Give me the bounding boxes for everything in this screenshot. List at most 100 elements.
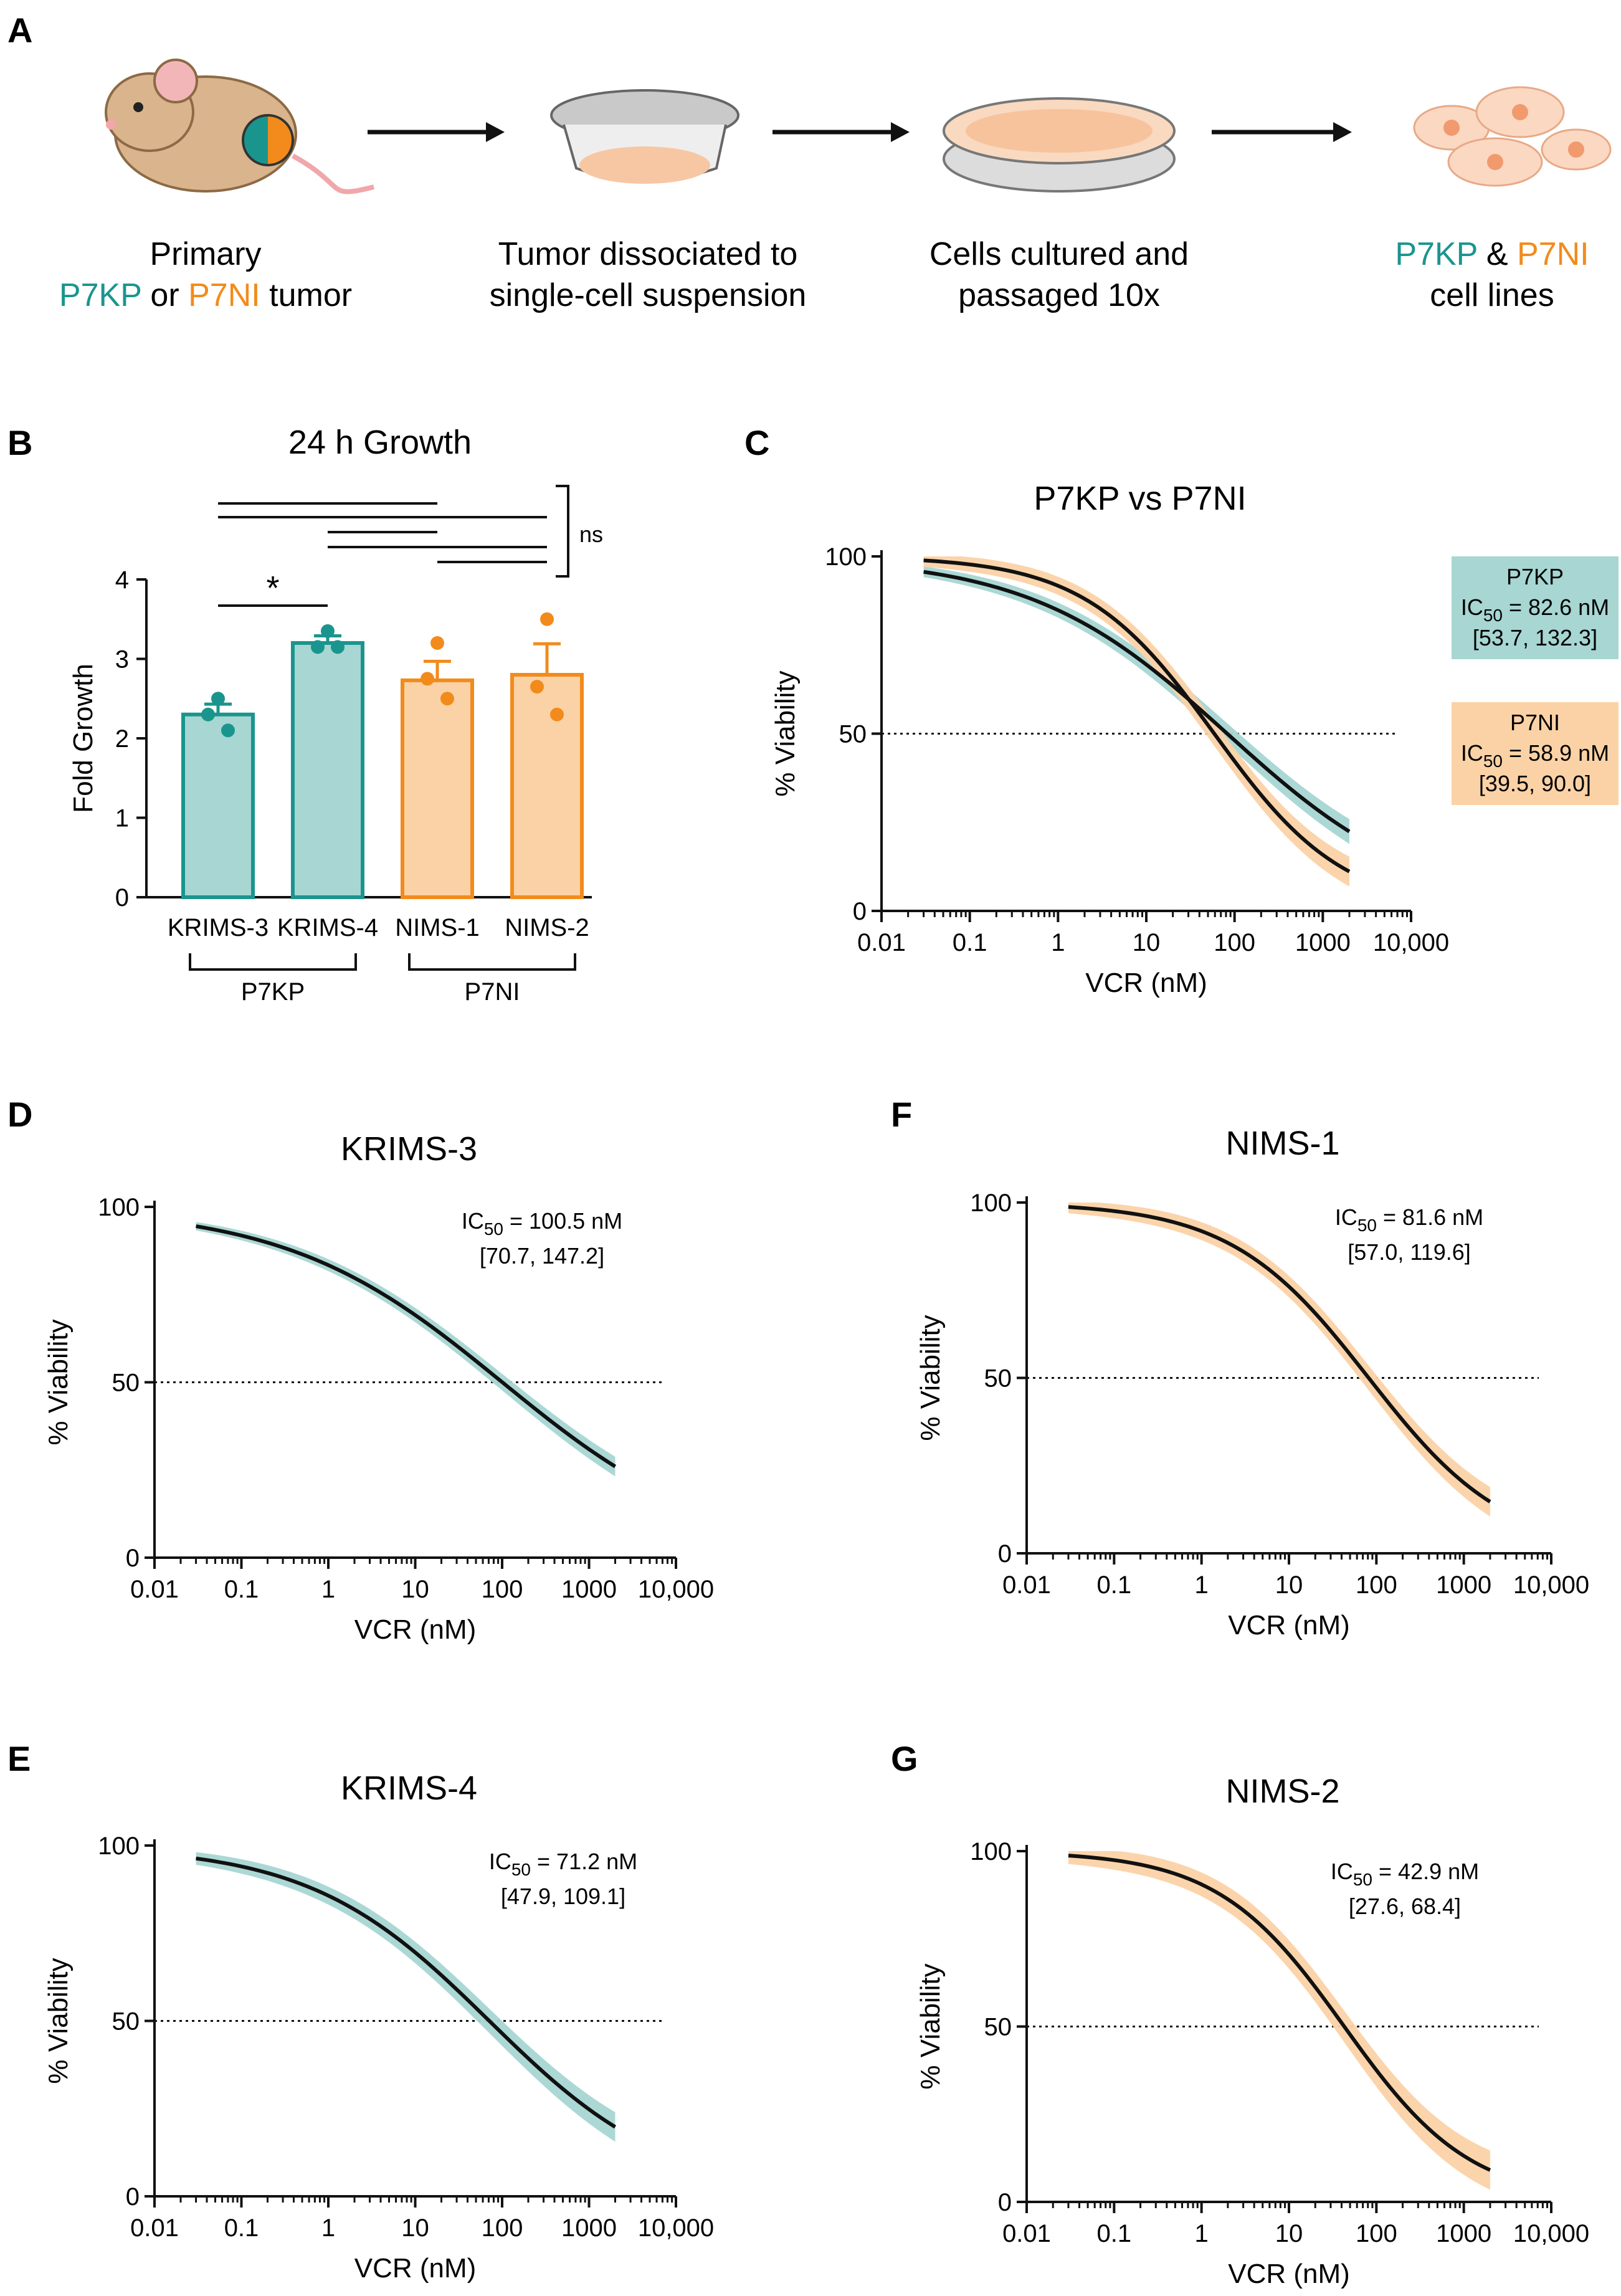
- sig-ns: ns: [579, 522, 603, 547]
- ic-sub: 50: [511, 1860, 531, 1879]
- point-KRIMS-3: [201, 707, 215, 722]
- caption-part: single-cell suspension: [490, 277, 807, 313]
- tumor-teal: [243, 115, 268, 165]
- group-bracket-1: [408, 953, 576, 971]
- dish-cells: [966, 109, 1153, 153]
- y-tick-label: 0: [998, 2189, 1012, 2216]
- panel-letter: G: [891, 1739, 918, 1778]
- panel-letter: C: [744, 423, 769, 462]
- x-tick-label: 0.01: [1002, 2220, 1051, 2247]
- step-caption-2-0: Cells cultured and: [929, 236, 1189, 272]
- fit-curve-KRIMS-4: [196, 1856, 617, 2129]
- cell-nucleus-3: [1568, 141, 1584, 158]
- ci-band-P7NI: [923, 556, 1349, 887]
- y-tick-label: 2: [115, 725, 129, 753]
- ic-label: IC: [1335, 1204, 1357, 1230]
- y-tick-label: 0: [126, 2183, 140, 2211]
- step-caption-1-1: single-cell suspension: [490, 277, 807, 313]
- point-KRIMS-4: [321, 624, 335, 638]
- caption-part: Primary: [150, 236, 261, 272]
- x-tick-label: 0.01: [130, 2214, 179, 2242]
- mouse-with-tumor-icon: [105, 59, 374, 194]
- mouse-eye: [133, 102, 143, 112]
- bar-KRIMS-3: [181, 712, 255, 899]
- y-tick-label: 100: [970, 1838, 1012, 1865]
- panel-b: B 24 h Growth 0 1 2 3 4 Fold Growth KRIMS-3 KRIMS…: [7, 423, 603, 1006]
- x-tick-label: KRIMS-4: [277, 914, 378, 941]
- fit-curve-P7NI: [923, 558, 1351, 874]
- ic-label: IC: [1461, 740, 1483, 766]
- x-axis-label: VCR (nM): [354, 2253, 477, 2284]
- fit-curve-KRIMS-3: [196, 1224, 617, 1469]
- ci-annotation: [70.7, 147.2]: [480, 1243, 604, 1269]
- panel-letter-a: A: [7, 11, 32, 50]
- chart-title: KRIMS-3: [341, 1130, 477, 1168]
- caption-part: or: [141, 277, 188, 313]
- point-KRIMS-3: [211, 692, 225, 706]
- chart-title: P7KP vs P7NI: [1034, 480, 1246, 517]
- arrow-head-0: [486, 122, 505, 142]
- mouse-ear: [153, 59, 198, 103]
- group-bracket-0: [189, 953, 357, 971]
- y-tick-label: 50: [984, 2014, 1012, 2041]
- fit-curve-NIMS-1: [1068, 1205, 1491, 1503]
- caption-part: tumor: [260, 277, 352, 313]
- y-axis-label: % Viability: [43, 1958, 74, 2084]
- x-tick-label: 100: [482, 2214, 523, 2242]
- chart-title: 24 h Growth: [288, 424, 472, 461]
- cell-lines-icon: [1413, 86, 1612, 187]
- x-tick-label: 10: [401, 1576, 429, 1603]
- caption-part: &: [1477, 236, 1517, 272]
- cell-nucleus-2: [1487, 154, 1503, 170]
- group-label: P7NI: [465, 978, 520, 1006]
- x-axis-label: VCR (nM): [354, 1614, 477, 1645]
- x-tick-label: 0.01: [857, 929, 906, 956]
- point-KRIMS-3: [221, 723, 235, 738]
- legend-ci: [53.7, 132.3]: [1473, 625, 1597, 650]
- x-tick-label: 1: [1051, 929, 1065, 956]
- ic-value: = 82.6 nM: [1503, 594, 1609, 620]
- x-tick-label: 1000: [561, 1576, 617, 1603]
- legend-box-P7NI: [1452, 702, 1619, 805]
- arrow-head-2: [1333, 122, 1352, 142]
- ic-sub: 50: [1483, 751, 1503, 771]
- point-NIMS-1: [421, 672, 434, 686]
- ic-value: = 81.6 nM: [1377, 1204, 1483, 1230]
- x-tick-label: 1: [321, 1576, 335, 1603]
- x-tick-label: NIMS-1: [395, 914, 480, 941]
- x-tick-label: 1: [1195, 1571, 1209, 1599]
- x-tick-label: 10,000: [638, 2214, 714, 2242]
- step-caption-1-0: Tumor dissociated to: [498, 236, 798, 272]
- y-tick-label: 3: [115, 646, 129, 674]
- point-NIMS-1: [440, 692, 454, 706]
- step-caption-3-1: cell lines: [1430, 277, 1554, 313]
- x-tick-label: 10: [1133, 929, 1161, 956]
- ic50-annotation: IC50 = 71.2 nM: [489, 1849, 637, 1879]
- step-caption-0-0: Primary: [150, 236, 261, 272]
- y-tick-label: 50: [984, 1365, 1012, 1393]
- ns-bracket: [556, 485, 569, 578]
- y-tick-label: 50: [112, 2008, 140, 2036]
- legend-box-P7KP: [1452, 556, 1619, 659]
- x-axis-label: VCR (nM): [1228, 1610, 1350, 1641]
- point-NIMS-2: [540, 612, 554, 626]
- fit-curve-P7KP: [923, 569, 1351, 834]
- legend-name: P7NI: [1510, 710, 1560, 735]
- y-tick-label: 0: [853, 898, 867, 925]
- ci-band-NIMS-2: [1068, 1851, 1490, 2190]
- ic50-annotation: IC50 = 81.6 nM: [1335, 1204, 1483, 1235]
- chart-title: NIMS-1: [1225, 1125, 1339, 1162]
- ic-sub: 50: [1483, 606, 1503, 625]
- legend-ic50: IC50 = 82.6 nM: [1461, 594, 1609, 625]
- arrow-head-1: [891, 122, 910, 142]
- x-tick-label: 1: [321, 2214, 335, 2242]
- point-NIMS-1: [430, 636, 444, 650]
- x-axis-label: VCR (nM): [1085, 968, 1207, 998]
- point-KRIMS-4: [331, 640, 345, 654]
- tumor-outline: [242, 114, 294, 166]
- chart-title: KRIMS-4: [341, 1770, 477, 1807]
- ic-value: = 100.5 nM: [503, 1208, 622, 1234]
- y-axis-label: % Viability: [770, 670, 801, 796]
